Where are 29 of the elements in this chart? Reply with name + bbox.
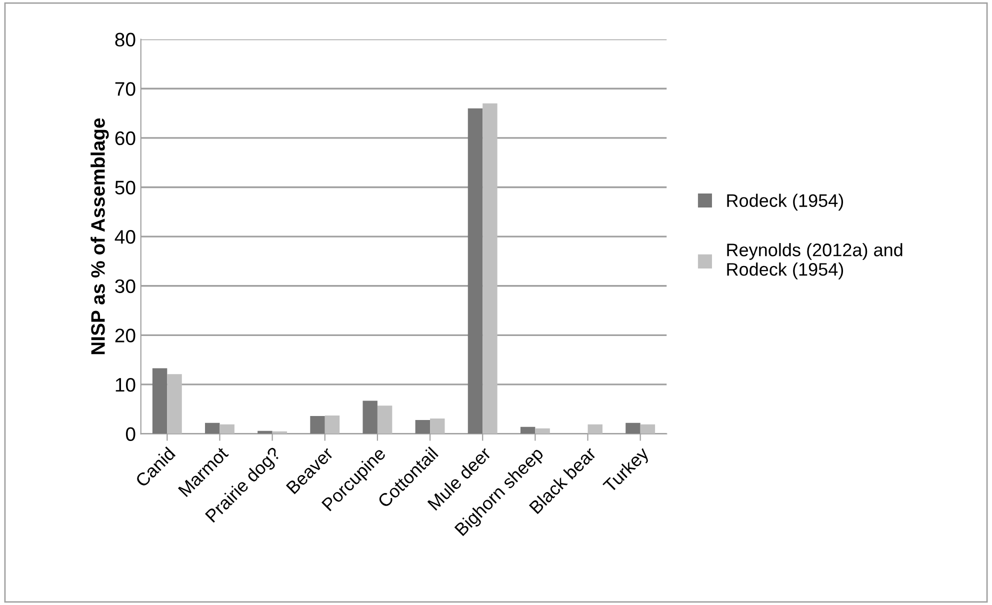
bar	[362, 400, 378, 434]
bar	[220, 424, 234, 434]
bar	[415, 420, 430, 434]
bar	[152, 368, 168, 434]
bar	[430, 418, 445, 434]
y-tick-label: 50	[115, 180, 136, 194]
bar	[626, 422, 640, 434]
bar	[588, 424, 602, 434]
legend-label: Rodeck (1954)	[727, 194, 844, 211]
y-tick-label: 0	[126, 427, 136, 442]
y-tick-label: 80	[115, 32, 136, 47]
y-axis-title: NISP as % of Assemblage	[90, 118, 109, 354]
bar	[205, 422, 220, 434]
legend-label: Reynolds (2012a) and Rodeck (1954)	[727, 243, 902, 280]
bar	[377, 406, 392, 434]
y-tick-label: 70	[115, 82, 136, 96]
y-tick-label: 40	[114, 230, 136, 244]
bar	[535, 428, 550, 434]
y-tick-label: 60	[115, 131, 136, 146]
bar	[640, 424, 656, 434]
bar	[468, 108, 483, 434]
y-tick-label: 10	[116, 378, 136, 392]
y-tick-label: 20	[115, 328, 136, 342]
bar	[324, 416, 340, 434]
y-tick-label: 30	[115, 279, 136, 294]
bar	[520, 426, 536, 434]
bar	[167, 374, 182, 434]
bar	[310, 416, 325, 434]
bar	[482, 103, 498, 434]
